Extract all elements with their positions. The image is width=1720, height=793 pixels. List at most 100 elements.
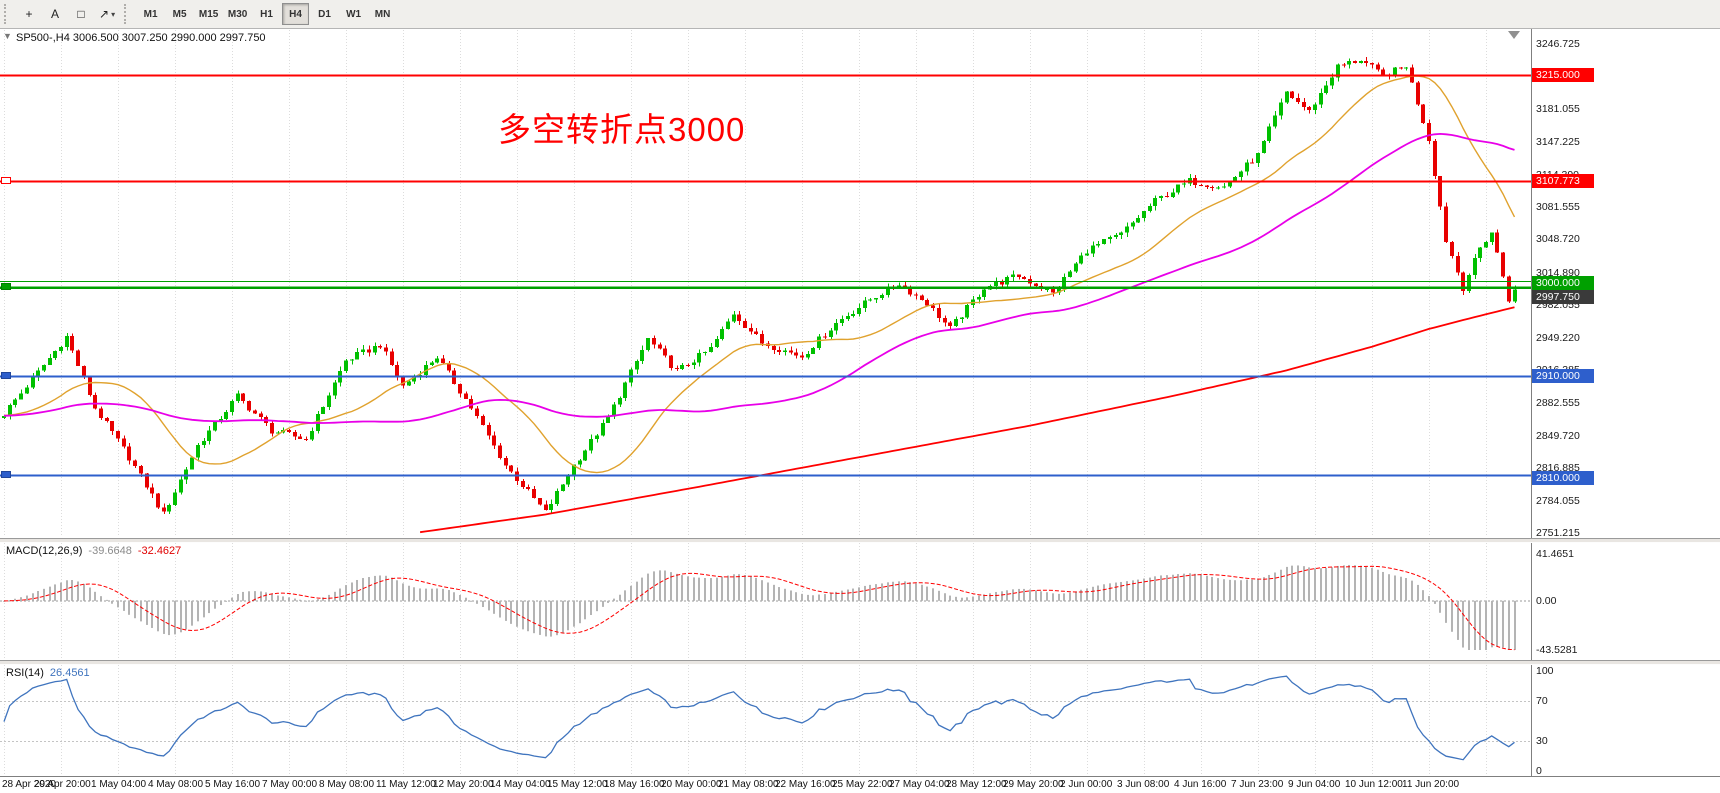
macd-label: MACD(12,26,9) -39.6648 -32.4627	[6, 545, 181, 557]
macd-signal-line	[3, 565, 1515, 651]
time-axis-label: 14 May 04:00	[490, 779, 551, 790]
time-axis-label: 28 Apr 2020	[2, 779, 56, 790]
price-level-badge: 2810.000	[1532, 470, 1594, 485]
price-tick-label: 2949.220	[1536, 331, 1580, 344]
one-click-trading-toggle[interactable]: ▼	[3, 31, 12, 41]
time-axis-label: 29 May 20:00	[1003, 779, 1064, 790]
price-tick-label: 3048.720	[1536, 233, 1580, 246]
rsi-label: RSI(14) 26.4561	[6, 667, 90, 679]
price-tick-label: 2849.720	[1536, 429, 1580, 442]
time-axis-label: 11 Jun 20:00	[1402, 779, 1460, 790]
time-axis-label: 21 May 08:00	[718, 779, 779, 790]
time-axis-label: 27 May 04:00	[889, 779, 950, 790]
crosshair-icon: +	[25, 7, 33, 21]
toolbar-grip[interactable]	[4, 4, 12, 24]
symbol-ohlc-label: SP500-,H4 3006.500 3007.250 2990.000 299…	[16, 32, 266, 44]
timeframe-button-h4[interactable]: H4	[282, 3, 310, 25]
panel-divider-rsi[interactable]	[0, 660, 1720, 665]
price-tick-label: 3246.725	[1536, 38, 1580, 50]
macd-signal-value: -32.4627	[137, 545, 182, 557]
timeframe-button-m5[interactable]: M5	[166, 3, 193, 25]
grid-lines	[4, 30, 1487, 775]
main-toolbar: + A □ ↗ ▾ M1 M5 M15 M30 H1 H4 D1 W1 MN	[0, 0, 1720, 29]
rectangle-icon: □	[77, 7, 85, 21]
price-level-badge: 3107.773	[1532, 174, 1594, 189]
timeframe-button-m1[interactable]: M1	[137, 3, 164, 25]
rsi-tick-label: 100	[1536, 665, 1554, 677]
text-label-tool-button[interactable]: A	[43, 3, 67, 25]
time-axis-label: 18 May 16:00	[604, 779, 665, 790]
price-level-badge: 3000.000	[1532, 276, 1594, 291]
level-left-marker	[1, 283, 11, 291]
time-axis-label: 7 May 00:00	[262, 779, 318, 790]
rsi-tick-label: 0	[1536, 765, 1542, 777]
macd-tick-label: 0.00	[1536, 594, 1557, 607]
rsi-plot[interactable]	[0, 665, 1531, 776]
timeframe-button-w1[interactable]: W1	[340, 3, 367, 25]
price-tick-label: 2882.555	[1536, 397, 1580, 410]
macd-tick-label: -43.5281	[1536, 644, 1578, 656]
level-lines[interactable]	[0, 74, 1531, 477]
panel-divider-macd[interactable]	[0, 538, 1720, 543]
timeframe-button-d1[interactable]: D1	[311, 3, 338, 25]
price-tick-label: 3081.555	[1536, 201, 1580, 213]
macd-plot[interactable]	[0, 543, 1531, 660]
timeframe-button-m15[interactable]: M15	[195, 3, 222, 25]
crosshair-tool-button[interactable]: +	[17, 3, 41, 25]
level-left-marker	[1, 470, 11, 478]
price-tick-label: 2784.055	[1536, 494, 1580, 507]
time-axis-label: 29 Apr 20:00	[34, 779, 91, 790]
price-tick-label: 3147.225	[1536, 136, 1580, 149]
ma-slow-line	[419, 306, 1515, 534]
drawing-tools-group: + A □ ↗ ▾	[16, 3, 120, 25]
time-axis-label: 3 Jun 08:00	[1117, 779, 1170, 790]
time-axis-label: 9 Jun 04:00	[1288, 779, 1341, 790]
toolbar-grip[interactable]	[124, 4, 132, 24]
time-axis-label: 5 May 16:00	[205, 779, 261, 790]
macd-name: MACD(12,26,9)	[6, 545, 83, 557]
price-tick-label: 2751.215	[1536, 527, 1580, 539]
rsi-name: RSI(14)	[6, 667, 44, 679]
text-label-icon: A	[50, 7, 59, 21]
price-tick-label: 3014.890	[1536, 266, 1580, 279]
time-axis[interactable]	[0, 776, 1720, 793]
time-axis-label: 22 May 16:00	[775, 779, 836, 790]
time-axis-label: 10 Jun 12:00	[1345, 779, 1403, 790]
timeframe-button-mn[interactable]: MN	[369, 3, 396, 25]
chart-window: ▼ SP500-,H4 3006.500 3007.250 2990.000 2…	[0, 29, 1720, 793]
time-axis-label: 25 May 22:00	[832, 779, 893, 790]
moving-averages	[3, 75, 1516, 534]
main-chart-plot[interactable]	[0, 29, 1531, 538]
price-tick-label: 3181.055	[1536, 102, 1580, 115]
chart-shift-marker[interactable]	[1508, 31, 1520, 39]
time-axis-label: 7 Jun 23:00	[1231, 779, 1284, 790]
time-axis-label: 15 May 12:00	[547, 779, 608, 790]
time-axis-label: 12 May 20:00	[433, 779, 494, 790]
time-axis-label: 1 May 04:00	[91, 779, 147, 790]
price-level-badge: 3215.000	[1532, 68, 1594, 83]
timeframe-button-m30[interactable]: M30	[224, 3, 251, 25]
level-left-marker	[1, 372, 11, 380]
time-axis-label: 28 May 12:00	[946, 779, 1007, 790]
level-left-marker	[1, 177, 11, 185]
chevron-down-icon: ▾	[111, 9, 116, 19]
timeframes-group: M1 M5 M15 M30 H1 H4 D1 W1 MN	[136, 3, 397, 25]
ma-mid-line	[3, 132, 1515, 424]
timeframe-button-h1[interactable]: H1	[253, 3, 280, 25]
time-axis-label: 4 May 08:00	[148, 779, 204, 790]
macd-value: -39.6648	[88, 545, 132, 557]
chart-annotation[interactable]: 多空转折点3000	[498, 111, 746, 148]
time-axis-label: 20 May 00:00	[661, 779, 722, 790]
ma-fast-line	[3, 75, 1516, 474]
time-axis-label: 11 May 12:00	[376, 779, 436, 790]
arrow-style-tool-button[interactable]: ↗ ▾	[95, 3, 119, 25]
rectangle-tool-button[interactable]: □	[69, 3, 93, 25]
time-axis-label: 8 May 08:00	[319, 779, 375, 790]
price-level-badge: 2910.000	[1532, 369, 1594, 384]
macd-indicator	[0, 564, 1531, 651]
arrow-style-icon: ↗	[99, 7, 110, 21]
price-axis[interactable]	[1531, 29, 1720, 776]
time-axis-label: 2 Jun 00:00	[1060, 779, 1113, 790]
